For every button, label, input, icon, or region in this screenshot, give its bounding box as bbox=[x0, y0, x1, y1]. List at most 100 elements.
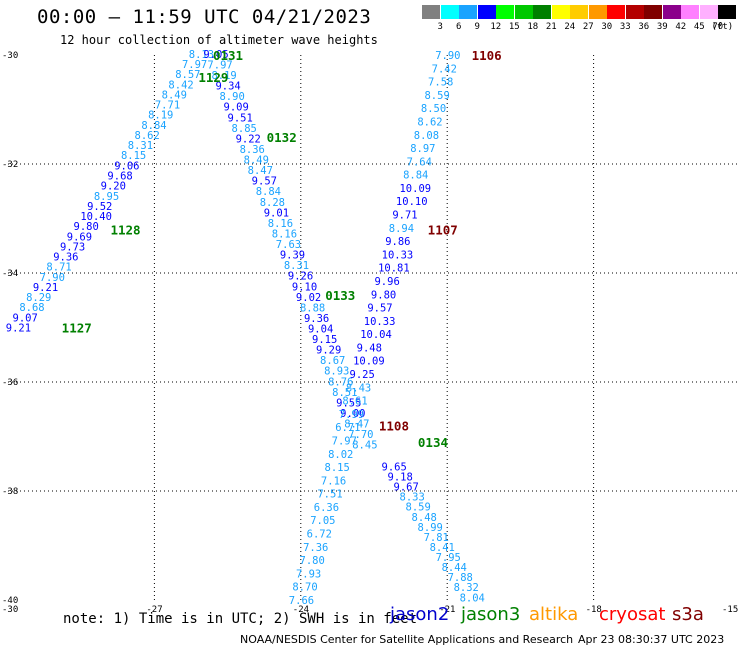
wave-height-value: 8.19 bbox=[148, 110, 173, 122]
lon-label: -18 bbox=[586, 605, 602, 615]
wave-height-value: 8.31 bbox=[284, 260, 309, 272]
wave-height-value: 8.71 bbox=[46, 262, 71, 274]
wave-height-value: 8.85 bbox=[232, 123, 257, 135]
color-scale-label: 9 bbox=[474, 22, 480, 32]
wave-height-value: 8.93 bbox=[324, 366, 349, 378]
color-swatch bbox=[644, 5, 662, 19]
lon-label: -27 bbox=[146, 605, 162, 615]
wave-height-value: 7.05 bbox=[310, 515, 335, 527]
wave-height-value: 9.96 bbox=[374, 276, 399, 288]
wave-height-value: 8.99 bbox=[418, 522, 443, 534]
wave-height-value: 9.21 bbox=[33, 282, 58, 294]
footer-timestamp: Apr 23 08:30:37 UTC 2023 bbox=[578, 633, 725, 646]
color-scale-label: 42 bbox=[675, 22, 687, 32]
wave-height-value: 9.02 bbox=[296, 292, 321, 304]
pass-time-label: 0134 bbox=[418, 435, 448, 450]
wave-height-value: 10.33 bbox=[364, 316, 396, 328]
wave-height-value: 8.47 bbox=[248, 165, 273, 177]
wave-height-value: 8.13 bbox=[189, 49, 214, 61]
wave-height-value: 7.93 bbox=[296, 568, 321, 580]
wave-height-value: 9.55 bbox=[336, 397, 361, 409]
wave-height-value: 7.58 bbox=[428, 77, 453, 89]
wave-height-value: 9.57 bbox=[252, 176, 277, 188]
wave-height-value: 7.90 bbox=[40, 272, 65, 284]
wave-height-value: 10.09 bbox=[353, 356, 385, 368]
wave-height-value: 7.64 bbox=[407, 156, 432, 168]
color-scale-label: 6 bbox=[456, 22, 462, 32]
wave-height-value: 6.71 bbox=[335, 422, 360, 434]
wave-height-value: 7.90 bbox=[435, 50, 460, 62]
wave-height-value: 7.81 bbox=[424, 532, 449, 544]
wave-height-value: 6.36 bbox=[314, 502, 339, 514]
wave-height-value: 8.94 bbox=[389, 223, 414, 235]
wave-height-value: 8.15 bbox=[121, 150, 146, 162]
color-swatch bbox=[588, 5, 607, 19]
wave-height-value: 7.63 bbox=[276, 239, 301, 251]
wave-height-value: 7.71 bbox=[155, 100, 180, 112]
wave-height-value: 8.36 bbox=[240, 144, 265, 156]
footer-credit: NOAA/NESDIS Center for Satellite Applica… bbox=[240, 633, 574, 646]
wave-height-value: 9.65 bbox=[382, 461, 407, 473]
wave-height-value: 8.43 bbox=[346, 382, 371, 394]
color-scale-label: 39 bbox=[656, 22, 668, 32]
wave-height-value: 7.99 bbox=[339, 409, 364, 421]
wave-height-value: 9.00 bbox=[340, 408, 365, 420]
mission-jason3: jason3 bbox=[461, 604, 521, 625]
color-swatch bbox=[699, 5, 718, 19]
wave-height-value: 9.20 bbox=[101, 181, 126, 193]
pass-time-label: 0131 bbox=[213, 48, 243, 63]
color-scale-unit: (ft) bbox=[711, 22, 734, 32]
wave-height-value: 9.29 bbox=[316, 345, 341, 357]
wave-height-value: 7.51 bbox=[317, 489, 342, 501]
wave-height-value: 8.62 bbox=[417, 116, 442, 128]
wave-height-value: 8.51 bbox=[332, 387, 357, 399]
wave-height-value: 8.59 bbox=[424, 90, 449, 102]
wave-height-value: 7.16 bbox=[321, 475, 346, 487]
note-text: note: 1) Time is in UTC; 2) SWH is in fe… bbox=[63, 611, 418, 627]
wave-height-value: 7.70 bbox=[348, 429, 373, 441]
lat-label: -32 bbox=[2, 160, 18, 170]
wave-height-value: 8.44 bbox=[442, 562, 467, 574]
color-swatch bbox=[496, 5, 514, 19]
wave-height-value: 9.22 bbox=[236, 133, 261, 145]
wave-height-value: 8.32 bbox=[454, 582, 479, 594]
wave-height-value: 8.97 bbox=[410, 143, 435, 155]
lon-label: -15 bbox=[722, 605, 738, 615]
wave-height-value: 9.01 bbox=[264, 207, 289, 219]
mission-jason2: jason2 bbox=[390, 604, 450, 625]
wave-height-value: 7.95 bbox=[436, 552, 461, 564]
pass-time-label: 1127 bbox=[62, 321, 92, 336]
wave-height-value: 9.10 bbox=[292, 281, 317, 293]
wave-height-value: 9.15 bbox=[312, 334, 337, 346]
color-swatch bbox=[662, 5, 681, 19]
wave-height-value: 8.45 bbox=[352, 440, 377, 452]
wave-height-value: 7.88 bbox=[448, 572, 473, 584]
lat-label: -34 bbox=[2, 269, 18, 279]
color-swatch bbox=[533, 5, 551, 19]
lon-label: -24 bbox=[293, 605, 309, 615]
wave-height-value: 8.33 bbox=[400, 492, 425, 504]
wave-height-value: 9.68 bbox=[107, 171, 132, 183]
wave-height-value: 8.31 bbox=[128, 140, 153, 152]
wave-height-value: 8.29 bbox=[26, 292, 51, 304]
wave-height-value: 9.67 bbox=[394, 482, 419, 494]
color-swatch bbox=[459, 5, 477, 19]
lat-label: -40 bbox=[2, 596, 18, 606]
lon-label: -30 bbox=[2, 605, 18, 615]
wave-height-value: 8.47 bbox=[344, 419, 369, 431]
wave-height-value: 9.05 bbox=[203, 49, 228, 61]
wave-height-value: 8.59 bbox=[406, 502, 431, 514]
wave-height-value: 7.66 bbox=[289, 595, 314, 607]
pass-time-label: 1129 bbox=[198, 70, 228, 85]
wave-height-value: 8.84 bbox=[256, 186, 281, 198]
wave-height-value: 8.16 bbox=[272, 228, 297, 240]
wave-height-value: 6.72 bbox=[307, 529, 332, 541]
wave-height-value: 9.18 bbox=[388, 472, 413, 484]
color-swatch bbox=[477, 5, 496, 19]
wave-height-value: 9.07 bbox=[13, 312, 38, 324]
wave-height-value: 7.80 bbox=[300, 555, 325, 567]
wave-height-value: 8.76 bbox=[328, 376, 353, 388]
color-scale-label: 27 bbox=[582, 22, 594, 32]
map-subtitle: 12 hour collection of altimeter wave hei… bbox=[60, 33, 378, 47]
